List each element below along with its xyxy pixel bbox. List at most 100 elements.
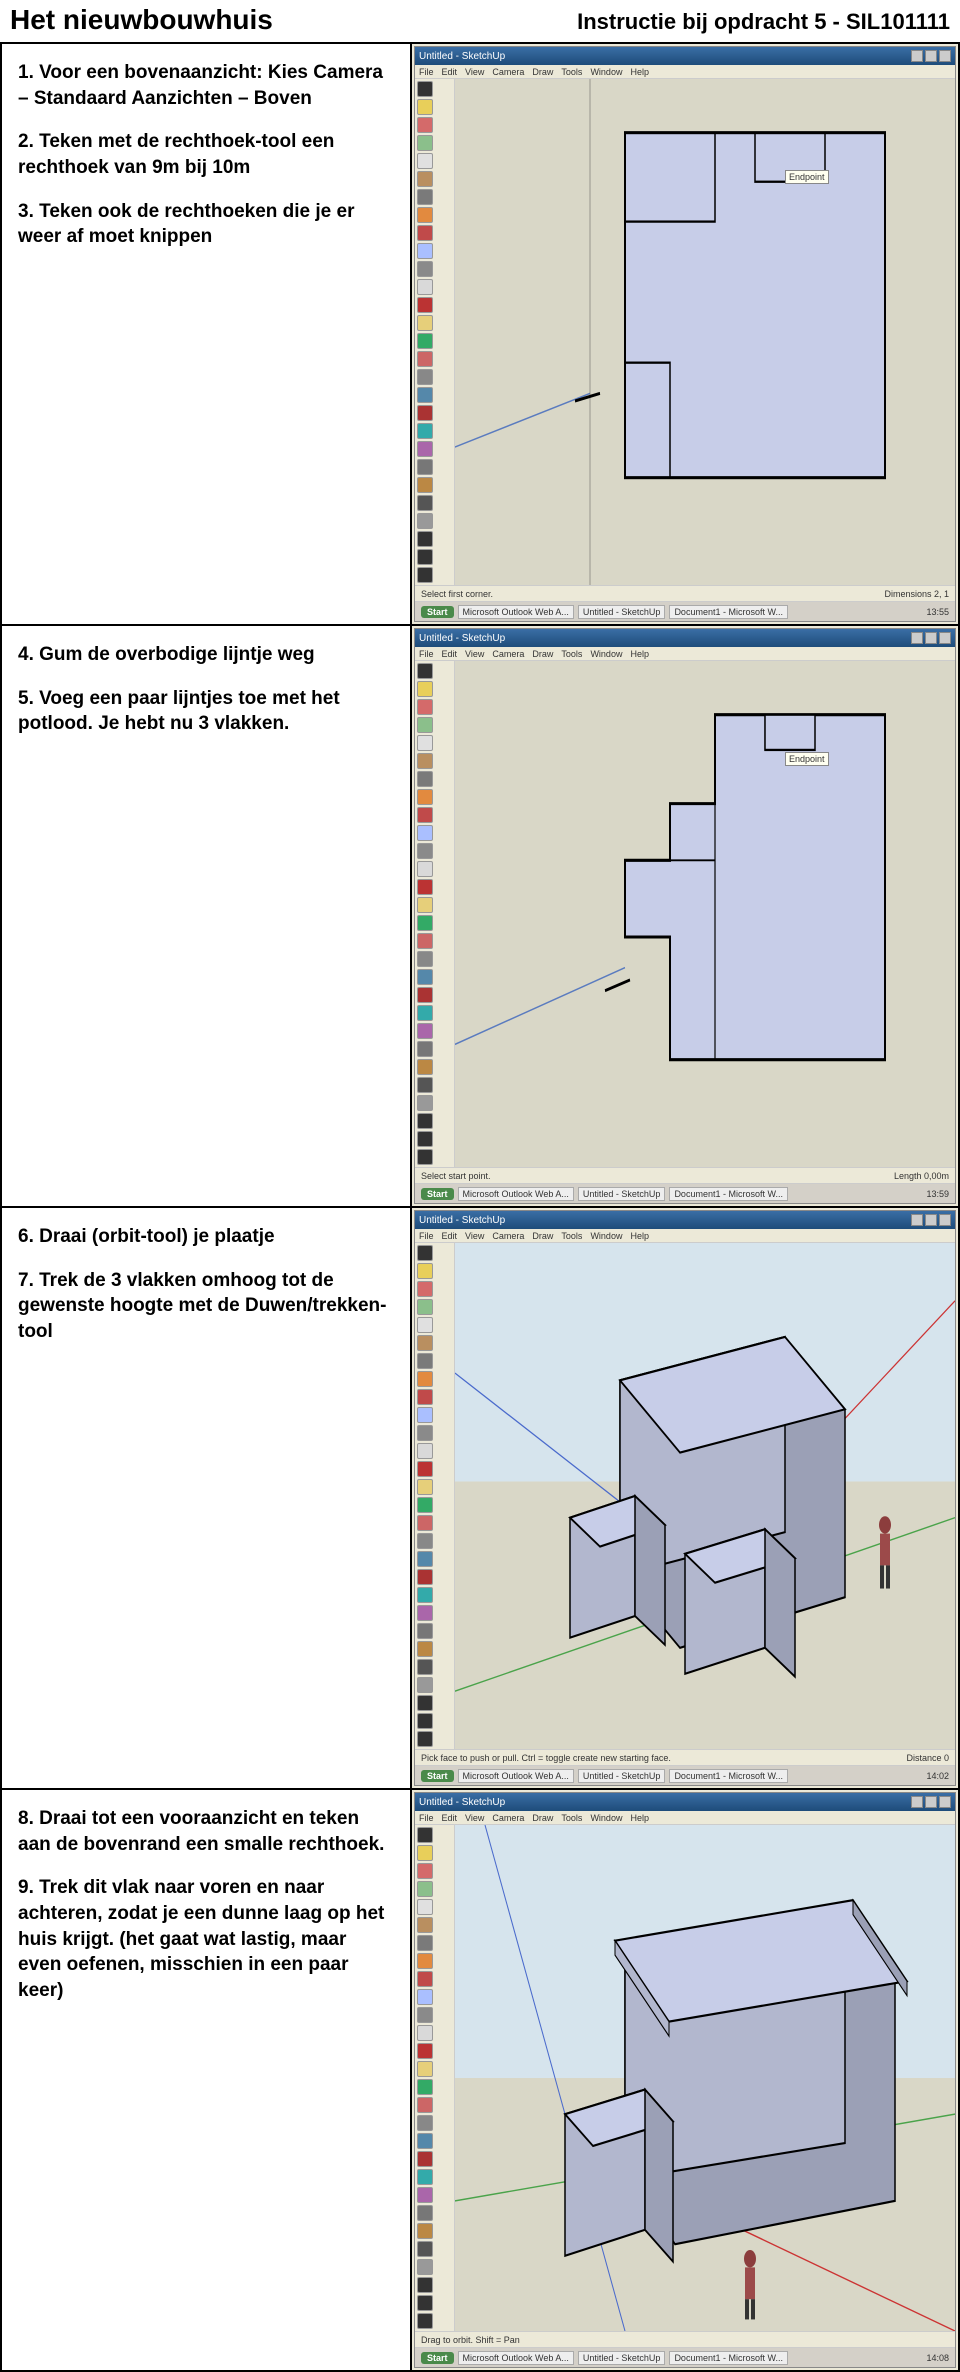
toolbar-button[interactable] <box>417 1497 433 1513</box>
toolbar-button[interactable] <box>417 1425 433 1441</box>
menu-item[interactable]: View <box>465 1813 484 1823</box>
toolbar-button[interactable] <box>417 1113 433 1129</box>
toolbar-button[interactable] <box>417 549 433 565</box>
menu-item[interactable]: Camera <box>492 649 524 659</box>
toolbar-button[interactable] <box>417 405 433 421</box>
toolbar-button[interactable] <box>417 1713 433 1729</box>
toolbar-button[interactable] <box>417 2061 433 2077</box>
canvas[interactable] <box>455 1825 955 2331</box>
taskbar-item[interactable]: Document1 - Microsoft W... <box>669 1187 788 1201</box>
maximize-button[interactable] <box>925 1796 937 1808</box>
toolbar-button[interactable] <box>417 1845 433 1861</box>
canvas[interactable] <box>455 1243 955 1749</box>
toolbar-button[interactable] <box>417 861 433 877</box>
menu-item[interactable]: Tools <box>561 1231 582 1241</box>
toolbar-button[interactable] <box>417 825 433 841</box>
toolbar-button[interactable] <box>417 1263 433 1279</box>
toolbar-button[interactable] <box>417 969 433 985</box>
toolbar-button[interactable] <box>417 717 433 733</box>
menu-item[interactable]: Camera <box>492 1231 524 1241</box>
toolbar-button[interactable] <box>417 1023 433 1039</box>
menu-item[interactable]: Window <box>590 1813 622 1823</box>
canvas[interactable]: Endpoint <box>455 79 955 585</box>
toolbar-button[interactable] <box>417 1059 433 1075</box>
toolbar-button[interactable] <box>417 1299 433 1315</box>
toolbar-button[interactable] <box>417 1077 433 1093</box>
toolbar-button[interactable] <box>417 423 433 439</box>
menu-item[interactable]: Window <box>590 67 622 77</box>
taskbar-item[interactable]: Untitled - SketchUp <box>578 605 666 619</box>
toolbar-button[interactable] <box>417 1587 433 1603</box>
toolbar-button[interactable] <box>417 951 433 967</box>
toolbar-button[interactable] <box>417 477 433 493</box>
toolbar-button[interactable] <box>417 1389 433 1405</box>
canvas[interactable]: Endpoint <box>455 661 955 1167</box>
toolbar-button[interactable] <box>417 2007 433 2023</box>
toolbar-button[interactable] <box>417 1533 433 1549</box>
toolbar-button[interactable] <box>417 2169 433 2185</box>
toolbar-button[interactable] <box>417 1335 433 1351</box>
toolbar-button[interactable] <box>417 2295 433 2311</box>
toolbar-button[interactable] <box>417 1881 433 1897</box>
toolbar-button[interactable] <box>417 153 433 169</box>
close-button[interactable] <box>939 50 951 62</box>
menu-item[interactable]: Help <box>630 1231 649 1241</box>
toolbar-button[interactable] <box>417 771 433 787</box>
toolbar-button[interactable] <box>417 753 433 769</box>
taskbar-item[interactable]: Document1 - Microsoft W... <box>669 605 788 619</box>
toolbar-button[interactable] <box>417 1641 433 1657</box>
menu-item[interactable]: Tools <box>561 1813 582 1823</box>
taskbar-item[interactable]: Document1 - Microsoft W... <box>669 1769 788 1783</box>
toolbar-button[interactable] <box>417 315 433 331</box>
taskbar-item[interactable]: Microsoft Outlook Web A... <box>458 1769 574 1783</box>
toolbar-button[interactable] <box>417 2151 433 2167</box>
taskbar-item[interactable]: Document1 - Microsoft W... <box>669 2351 788 2365</box>
toolbar-button[interactable] <box>417 1551 433 1567</box>
toolbar-button[interactable] <box>417 2259 433 2275</box>
toolbar-button[interactable] <box>417 2313 433 2329</box>
start-button[interactable]: Start <box>421 1770 454 1782</box>
menu-item[interactable]: Edit <box>442 1231 458 1241</box>
toolbar-button[interactable] <box>417 387 433 403</box>
toolbar-button[interactable] <box>417 2205 433 2221</box>
toolbar-button[interactable] <box>417 1131 433 1147</box>
menu-item[interactable]: File <box>419 1813 434 1823</box>
toolbar-button[interactable] <box>417 333 433 349</box>
menu-item[interactable]: Window <box>590 1231 622 1241</box>
toolbar-button[interactable] <box>417 843 433 859</box>
minimize-button[interactable] <box>911 632 923 644</box>
toolbar-button[interactable] <box>417 1317 433 1333</box>
toolbar-button[interactable] <box>417 1515 433 1531</box>
toolbar-button[interactable] <box>417 735 433 751</box>
menu-item[interactable]: File <box>419 67 434 77</box>
menu-item[interactable]: Help <box>630 67 649 77</box>
close-button[interactable] <box>939 1796 951 1808</box>
toolbar-button[interactable] <box>417 1953 433 1969</box>
toolbar-button[interactable] <box>417 933 433 949</box>
toolbar-button[interactable] <box>417 495 433 511</box>
taskbar-item[interactable]: Untitled - SketchUp <box>578 1769 666 1783</box>
menu-item[interactable]: Tools <box>561 649 582 659</box>
toolbar-button[interactable] <box>417 1041 433 1057</box>
toolbar-button[interactable] <box>417 2187 433 2203</box>
taskbar-item[interactable]: Microsoft Outlook Web A... <box>458 2351 574 2365</box>
menu-item[interactable]: Help <box>630 1813 649 1823</box>
menu-item[interactable]: Draw <box>532 1231 553 1241</box>
toolbar-button[interactable] <box>417 297 433 313</box>
toolbar-button[interactable] <box>417 1407 433 1423</box>
toolbar-button[interactable] <box>417 879 433 895</box>
toolbar-button[interactable] <box>417 1935 433 1951</box>
toolbar-button[interactable] <box>417 117 433 133</box>
minimize-button[interactable] <box>911 1214 923 1226</box>
toolbar-button[interactable] <box>417 1353 433 1369</box>
menu-item[interactable]: Draw <box>532 649 553 659</box>
menu-item[interactable]: Camera <box>492 67 524 77</box>
taskbar-item[interactable]: Untitled - SketchUp <box>578 2351 666 2365</box>
toolbar-button[interactable] <box>417 1827 433 1843</box>
menu-item[interactable]: File <box>419 1231 434 1241</box>
menu-item[interactable]: Window <box>590 649 622 659</box>
toolbar-button[interactable] <box>417 513 433 529</box>
toolbar-button[interactable] <box>417 2241 433 2257</box>
toolbar-button[interactable] <box>417 1461 433 1477</box>
toolbar-button[interactable] <box>417 279 433 295</box>
